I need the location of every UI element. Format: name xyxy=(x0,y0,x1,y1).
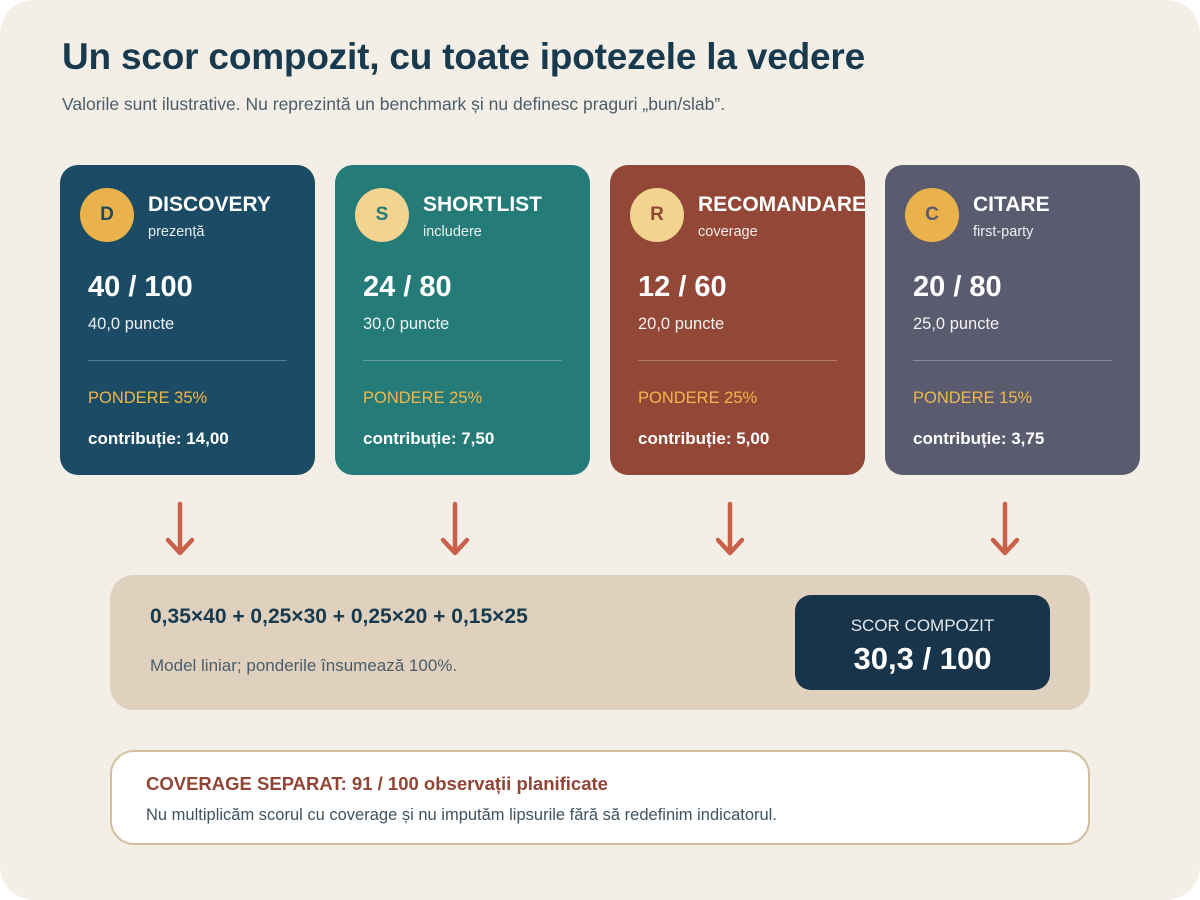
badge-citare: C xyxy=(905,188,959,242)
card-score-recomandare: 12 / 60 xyxy=(638,271,727,303)
card-points-discovery: 40,0 puncte xyxy=(88,315,175,333)
card-divider xyxy=(913,360,1112,361)
card-score-citare: 20 / 80 xyxy=(913,271,1002,303)
badge-discovery: D xyxy=(80,188,134,242)
card-score-shortlist: 24 / 80 xyxy=(363,271,452,303)
card-divider xyxy=(363,360,562,361)
card-subtitle-recomandare: coverage xyxy=(698,224,758,240)
card-points-recomandare: 20,0 puncte xyxy=(638,315,725,333)
card-contribution-discovery: contribuție: 14,00 xyxy=(88,429,229,448)
formula-panel: 0,35×40 + 0,25×30 + 0,25×20 + 0,15×25 Mo… xyxy=(110,575,1090,710)
card-contribution-shortlist: contribuție: 7,50 xyxy=(363,429,495,448)
coverage-title: COVERAGE SEPARAT: 91 / 100 observații pl… xyxy=(146,773,608,794)
arrow-down-icon xyxy=(165,501,195,556)
card-score-discovery: 40 / 100 xyxy=(88,271,193,303)
coverage-panel: COVERAGE SEPARAT: 91 / 100 observații pl… xyxy=(110,750,1090,845)
card-weight-citare: PONDERE 15% xyxy=(913,389,1033,407)
card-subtitle-citare: first-party xyxy=(973,224,1034,240)
page-subtitle: Valorile sunt ilustrative. Nu reprezintă… xyxy=(62,94,726,114)
badge-shortlist: S xyxy=(355,188,409,242)
formula-expression: 0,35×40 + 0,25×30 + 0,25×20 + 0,15×25 xyxy=(150,605,528,628)
card-points-shortlist: 30,0 puncte xyxy=(363,315,450,333)
card-name-citare: CITARE xyxy=(973,193,1050,216)
card-divider xyxy=(88,360,287,361)
card-name-shortlist: SHORTLIST xyxy=(423,193,542,216)
card-name-recomandare: RECOMANDARE xyxy=(698,193,866,216)
card-points-citare: 25,0 puncte xyxy=(913,315,1000,333)
card-citare: C CITARE first-party 20 / 80 25,0 puncte… xyxy=(885,165,1140,475)
arrow-down-icon xyxy=(990,501,1020,556)
card-subtitle-shortlist: includere xyxy=(423,224,482,240)
card-divider xyxy=(638,360,837,361)
card-weight-shortlist: PONDERE 25% xyxy=(363,389,483,407)
badge-recomandare: R xyxy=(630,188,684,242)
card-recomandare: R RECOMANDARE coverage 12 / 60 20,0 punc… xyxy=(610,165,866,475)
coverage-note: Nu multiplicăm scorul cu coverage și nu … xyxy=(146,806,777,824)
card-weight-discovery: PONDERE 35% xyxy=(88,389,208,407)
card-subtitle-discovery: prezență xyxy=(148,224,205,240)
arrow-down-icon xyxy=(440,501,470,556)
card-shortlist: S SHORTLIST includere 24 / 80 30,0 punct… xyxy=(335,165,590,475)
card-weight-recomandare: PONDERE 25% xyxy=(638,389,758,407)
card-discovery: D DISCOVERY prezență 40 / 100 40,0 punct… xyxy=(60,165,315,475)
page-title: Un scor compozit, cu toate ipotezele la … xyxy=(62,36,865,77)
composite-score-value: 30,3 / 100 xyxy=(853,641,992,676)
formula-note: Model liniar; ponderile însumează 100%. xyxy=(150,656,458,675)
composite-score-label: SCOR COMPOZIT xyxy=(850,616,995,635)
arrow-down-icon xyxy=(715,501,745,556)
card-contribution-citare: contribuție: 3,75 xyxy=(913,429,1045,448)
composite-score-box: SCOR COMPOZIT 30,3 / 100 xyxy=(795,595,1050,690)
card-contribution-recomandare: contribuție: 5,00 xyxy=(638,429,770,448)
card-name-discovery: DISCOVERY xyxy=(148,193,271,216)
